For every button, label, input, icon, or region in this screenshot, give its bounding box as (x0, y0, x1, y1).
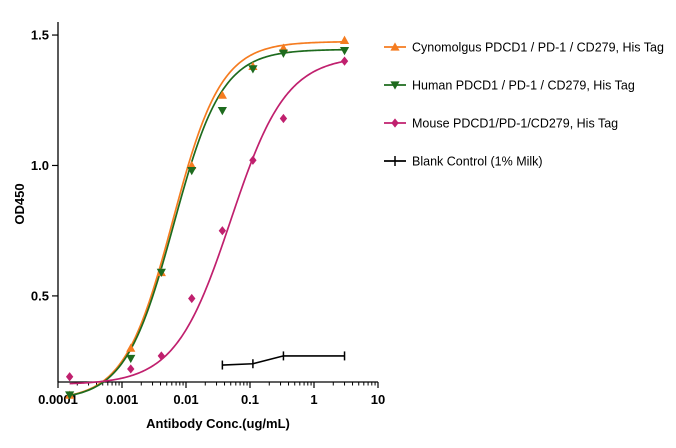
data-point (65, 391, 75, 400)
data-point (188, 293, 196, 304)
x-axis-title: Antibody Conc.(ug/mL) (146, 416, 290, 431)
y-tick-label: 1.0 (31, 158, 49, 173)
legend-item: Mouse PDCD1/PD-1/CD279, His Tag (384, 117, 618, 131)
legend-label: Cynomolgus PDCD1 / PD-1 / CD279, His Tag (412, 41, 664, 55)
legend-marker (391, 118, 399, 128)
fit-curve-2 (69, 60, 345, 385)
legend-label: Blank Control (1% Milk) (412, 155, 543, 169)
data-point (249, 155, 257, 165)
fit-curve-0 (69, 41, 345, 397)
x-tick-label: 0.01 (173, 392, 198, 407)
data-point (339, 35, 350, 44)
x-tick-label: 10 (371, 392, 385, 407)
data-point (156, 268, 166, 278)
data-point (339, 47, 350, 56)
data-point (217, 90, 227, 99)
legend-label: Human PDCD1 / PD-1 / CD279, His Tag (412, 79, 635, 93)
fit-curves (69, 41, 345, 397)
data-point (127, 364, 135, 374)
data-point (218, 226, 227, 236)
data-point (187, 167, 197, 176)
x-tick-label: 0.1 (241, 392, 259, 407)
y-tick-label: 1.5 (31, 28, 49, 43)
series-line-3 (222, 355, 345, 366)
legend-marker (390, 42, 400, 51)
data-point (217, 107, 227, 116)
y-axis-title: OD450 (12, 183, 27, 224)
legend-label: Mouse PDCD1/PD-1/CD279, His Tag (412, 117, 618, 131)
data-point (340, 56, 349, 66)
legend-item: Cynomolgus PDCD1 / PD-1 / CD279, His Tag (384, 41, 664, 55)
axes: 0.0001 0.001 0.01 0.1 1 100.51.01.5 (31, 22, 385, 407)
data-points (65, 35, 350, 400)
data-point (126, 354, 136, 364)
y-tick-label: 0.5 (31, 288, 49, 303)
legend-marker (390, 81, 400, 90)
data-point (279, 113, 288, 124)
x-tick-label: 0.001 (106, 392, 139, 407)
data-point (157, 351, 166, 361)
data-point (65, 372, 74, 382)
legend-item: Human PDCD1 / PD-1 / CD279, His Tag (384, 79, 635, 93)
legend: Cynomolgus PDCD1 / PD-1 / CD279, His Tag… (384, 41, 664, 169)
data-point (278, 49, 289, 58)
data-point (126, 343, 136, 352)
x-tick-label: 1 (310, 392, 317, 407)
fit-curve-1 (69, 48, 345, 397)
legend-item: Blank Control (1% Milk) (384, 155, 543, 169)
data-point (248, 65, 258, 74)
